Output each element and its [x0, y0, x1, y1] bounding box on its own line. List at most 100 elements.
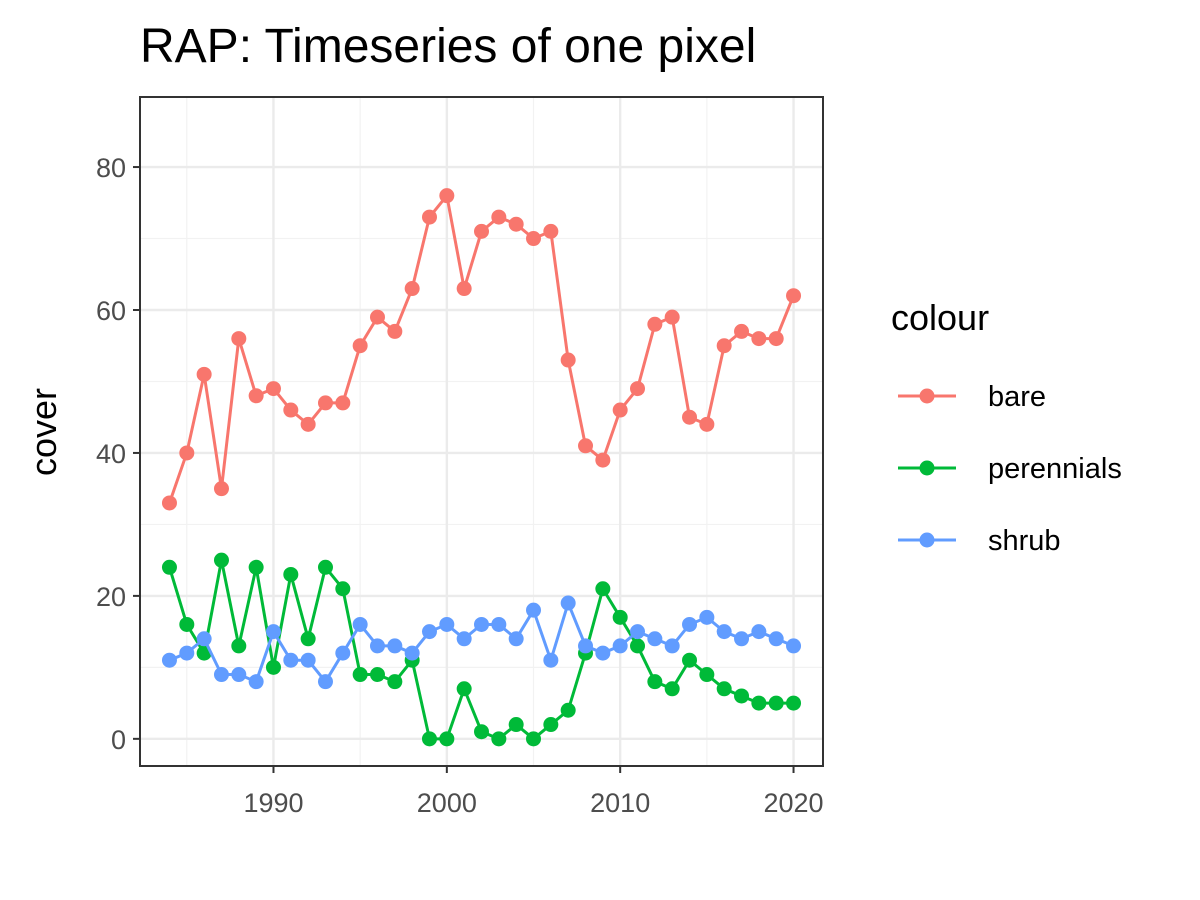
data-point-perennials [560, 702, 576, 718]
data-point-bare [369, 309, 385, 325]
data-point-bare [508, 216, 524, 232]
plot-background [140, 97, 823, 766]
data-point-shrub [595, 645, 611, 661]
data-point-bare [734, 323, 750, 339]
data-point-shrub [526, 602, 542, 618]
data-point-shrub [508, 631, 524, 647]
series-layer [161, 188, 802, 747]
y-tick-label: 60 [96, 296, 126, 326]
data-point-perennials [456, 681, 472, 697]
data-point-bare [595, 452, 611, 468]
y-tick-label: 20 [96, 582, 126, 612]
data-point-shrub [421, 624, 437, 640]
data-point-shrub [179, 645, 195, 661]
legend: colour bare perennials shrub [891, 297, 1122, 557]
data-point-shrub [543, 652, 559, 668]
plot-border [139, 96, 824, 767]
y-axis: 0 20 40 60 80 [96, 153, 140, 755]
data-point-perennials [526, 731, 542, 747]
data-point-bare [439, 188, 455, 204]
data-point-bare [196, 366, 212, 382]
legend-key-point [919, 388, 935, 404]
data-point-perennials [543, 717, 559, 733]
data-point-shrub [630, 624, 646, 640]
data-point-bare [387, 323, 403, 339]
x-tick-label: 2020 [763, 788, 823, 818]
data-point-bare [283, 402, 299, 418]
data-point-shrub [560, 595, 576, 611]
data-point-shrub [612, 638, 628, 654]
data-point-shrub [352, 616, 368, 632]
legend-item-shrub: shrub [898, 525, 1061, 557]
x-tick-label: 2000 [417, 788, 477, 818]
legend-item-bare: bare [898, 381, 1046, 413]
data-point-perennials [647, 674, 663, 690]
legend-key-point [919, 532, 935, 548]
data-point-perennials [612, 609, 628, 625]
legend-label: bare [988, 381, 1046, 413]
data-point-perennials [421, 731, 437, 747]
legend-title: colour [891, 297, 989, 338]
data-point-perennials [335, 581, 351, 597]
data-point-shrub [161, 652, 177, 668]
data-point-shrub [768, 631, 784, 647]
data-point-perennials [213, 552, 229, 568]
data-point-perennials [161, 559, 177, 575]
data-point-bare [404, 281, 420, 297]
data-point-perennials [716, 681, 732, 697]
data-point-perennials [474, 724, 489, 740]
data-point-shrub [716, 624, 732, 640]
legend-label: shrub [988, 525, 1061, 557]
data-point-shrub [491, 616, 507, 632]
data-point-bare [682, 409, 698, 425]
data-point-shrub [387, 638, 403, 654]
data-point-perennials [786, 695, 802, 711]
x-axis: 1990 2000 2010 2020 [243, 766, 824, 818]
data-point-perennials [352, 667, 368, 683]
data-point-perennials [734, 688, 750, 704]
data-point-shrub [699, 609, 715, 625]
data-point-bare [543, 223, 559, 239]
data-point-shrub [647, 631, 663, 647]
data-point-shrub [317, 674, 333, 690]
legend-key-point [919, 460, 935, 476]
data-point-bare [421, 209, 437, 225]
data-point-bare [317, 395, 333, 411]
data-point-bare [612, 402, 628, 418]
data-point-perennials [387, 674, 403, 690]
plot-area [139, 96, 824, 767]
data-point-bare [630, 381, 646, 397]
data-point-shrub [474, 616, 489, 632]
y-tick-label: 0 [111, 725, 126, 755]
data-point-perennials [369, 667, 385, 683]
data-point-perennials [265, 659, 281, 675]
data-point-bare [213, 481, 229, 497]
data-point-perennials [682, 652, 698, 668]
data-point-perennials [508, 717, 524, 733]
data-point-shrub [439, 616, 455, 632]
y-axis-title: cover [23, 388, 64, 476]
data-point-perennials [630, 638, 646, 654]
data-point-perennials [248, 559, 264, 575]
data-point-shrub [578, 638, 594, 654]
data-point-perennials [768, 695, 784, 711]
data-point-bare [664, 309, 680, 325]
data-point-shrub [335, 645, 351, 661]
data-point-shrub [231, 667, 247, 683]
data-point-bare [231, 331, 247, 347]
data-point-bare [716, 338, 732, 354]
data-point-perennials [664, 681, 680, 697]
data-point-shrub [456, 631, 472, 647]
data-point-shrub [213, 667, 229, 683]
chart-title: RAP: Timeseries of one pixel [140, 20, 756, 73]
data-point-bare [560, 352, 576, 368]
data-point-bare [161, 495, 177, 511]
grid-minor [140, 97, 823, 766]
data-point-perennials [283, 566, 299, 582]
data-point-shrub [248, 674, 264, 690]
data-point-bare [352, 338, 368, 354]
data-point-perennials [179, 616, 195, 632]
x-tick-label: 2010 [590, 788, 650, 818]
data-point-perennials [491, 731, 507, 747]
